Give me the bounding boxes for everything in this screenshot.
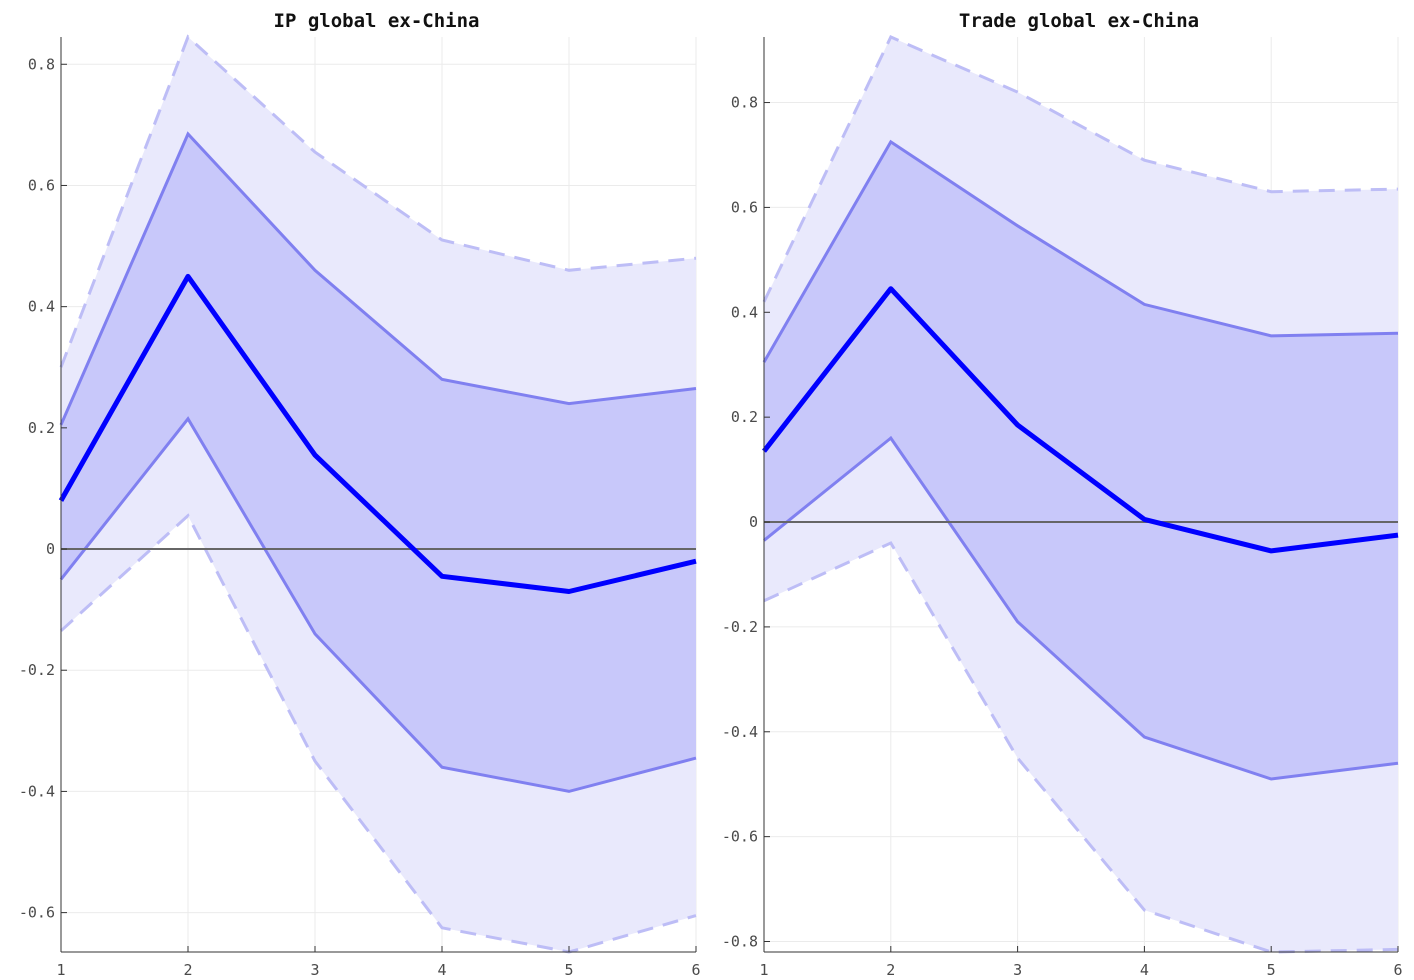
y-tick-label: -0.6: [19, 904, 55, 922]
inner-lower-bound-line: [763, 435, 1399, 781]
y-tick-label: 0.4: [28, 298, 55, 316]
chart-title: IP global ex-China: [274, 10, 480, 32]
outer-lower-bound-line: [59, 513, 697, 954]
outer-upper-bound-line: [762, 35, 1399, 303]
x-tick-label: 2: [183, 961, 192, 979]
chart-panel-1: 0.8 0.6 0.4 0.2 0 -0.2 -0.4 -0.6 1 2 3 4 5 6 IP global…: [19, 10, 701, 979]
inner-upper-bound-line: [762, 139, 1399, 363]
inner-upper-bound-line: [59, 131, 697, 426]
x-tick-label: 5: [564, 961, 573, 979]
x-tick-label: 4: [1140, 961, 1149, 979]
y-tick-label: -0.6: [722, 828, 758, 846]
x-tick-label: 2: [886, 961, 895, 979]
y-tick-label: -0.4: [19, 782, 55, 800]
median-response-line: [762, 286, 1399, 554]
y-tick-label: -0.2: [722, 618, 758, 636]
x-tick-label: 1: [56, 961, 65, 979]
inner-confidence-band: [61, 134, 696, 792]
outer-upper-bound-line: [59, 34, 697, 368]
y-tick-label: 0: [46, 540, 55, 558]
x-tick-label: 6: [691, 961, 700, 979]
chart-title: Trade global ex-China: [959, 10, 1199, 32]
inner-confidence-band: [764, 141, 1398, 779]
y-tick-label: -0.2: [19, 661, 55, 679]
x-tick-label: 4: [437, 961, 446, 979]
y-tick-label: 0.2: [731, 408, 758, 426]
x-tick-label: 3: [310, 961, 319, 979]
y-tick-label: 0.6: [731, 198, 758, 216]
y-tick-label: 0.8: [28, 55, 55, 73]
y-tick-label: 0.2: [28, 419, 55, 437]
y-tick-label: 0.6: [28, 176, 55, 194]
y-tick-label: 0.4: [731, 303, 758, 321]
x-tick-label: 6: [1393, 961, 1402, 979]
y-tick-label: 0.8: [731, 94, 758, 112]
y-tick-label: -0.8: [722, 933, 758, 951]
y-tick-label: -0.4: [722, 723, 758, 741]
x-tick-label: 3: [1013, 961, 1022, 979]
inner-lower-bound-line: [59, 416, 697, 793]
median-response-line: [58, 273, 697, 594]
y-tick-label: 0: [749, 513, 758, 531]
x-tick-label: 5: [1267, 961, 1276, 979]
x-tick-label: 1: [759, 961, 768, 979]
chart-panel-2: 0.8 0.6 0.4 0.2 0 -0.2 -0.4 -0.6 -0.81 2 3 4 5 6 Trade…: [722, 10, 1403, 979]
